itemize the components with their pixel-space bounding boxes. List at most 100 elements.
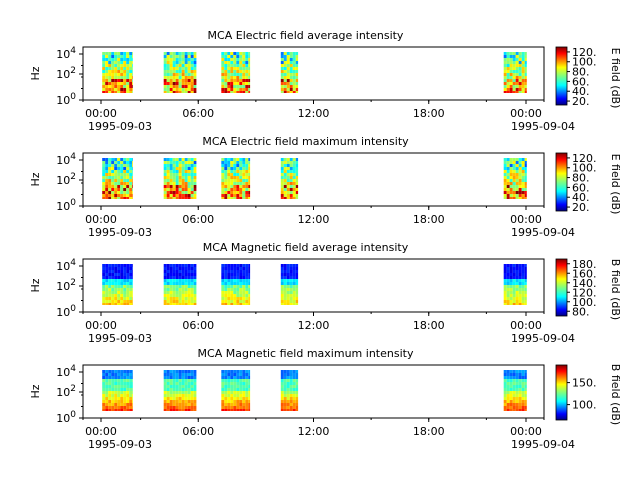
colorbar-label: B field (dB): [609, 364, 622, 425]
panel-2: MCA Electric field maximum intensity 100 1…: [29, 135, 622, 239]
y-tick-label: 104: [56, 364, 76, 379]
data-block: [102, 370, 133, 411]
colorbar-tick-label: 120.: [572, 46, 597, 59]
data-block: [280, 52, 299, 93]
x-tick-label: 00:00: [85, 425, 117, 438]
y-tick-label: 100: [56, 410, 76, 425]
data-block: [163, 264, 197, 305]
plot-frame: [82, 46, 545, 101]
y-tick-label: 100: [56, 304, 76, 319]
data-block: [163, 158, 197, 199]
x-tick-label: 00:00: [510, 425, 542, 438]
data-block: [280, 264, 299, 305]
x-tick-label: 00:00: [510, 213, 542, 226]
plot-frame: [82, 152, 545, 207]
colorbar-tick-label: 100.: [572, 56, 597, 69]
x-tick-label: 06:00: [182, 425, 214, 438]
x-date-label: 1995-09-04: [511, 332, 575, 345]
data-block: [102, 52, 133, 93]
x-date-label: 1995-09-03: [88, 332, 152, 345]
colorbar-tick-label: 20.: [572, 95, 590, 108]
y-tick-label: 104: [56, 258, 76, 273]
spectrogram-data: [102, 158, 527, 199]
data-block: [163, 370, 197, 411]
colorbar-gradient: [555, 258, 568, 317]
x-tick-label: 06:00: [182, 213, 214, 226]
y-tick-label: 102: [56, 172, 76, 187]
x-date-label: 1995-09-04: [511, 438, 575, 451]
colorbar-tick-label: 100.: [572, 399, 597, 412]
panel-title: MCA Electric field average intensity: [208, 29, 404, 42]
colorbar-tick-label: 150.: [572, 377, 597, 390]
data-block: [221, 158, 251, 199]
x-date-label: 1995-09-04: [511, 120, 575, 133]
x-tick-label: 00:00: [85, 213, 117, 226]
colorbar-tick-label: 20.: [572, 201, 590, 214]
panel-title: MCA Magnetic field average intensity: [203, 241, 409, 254]
y-tick-label: 102: [56, 66, 76, 81]
colorbar-tick-label: 100.: [572, 162, 597, 175]
colorbar: 20.40.60.80.100.120. E field (dB): [555, 46, 622, 109]
y-axis-label: Hz: [29, 278, 42, 292]
data-block: [163, 52, 197, 93]
colorbar-tick-label: 160.: [572, 267, 597, 280]
colorbar-tick-label: 60.: [572, 75, 590, 88]
data-block: [221, 52, 251, 93]
data-block: [221, 370, 251, 411]
data-block: [280, 158, 299, 199]
x-tick-label: 18:00: [413, 319, 445, 332]
data-block: [503, 52, 527, 93]
x-date-label: 1995-09-03: [88, 438, 152, 451]
x-date-label: 1995-09-03: [88, 120, 152, 133]
colorbar-tick-label: 120.: [572, 152, 597, 165]
x-tick-label: 12:00: [298, 319, 330, 332]
colorbar-label: E field (dB): [609, 154, 622, 215]
y-tick-label: 104: [56, 46, 76, 61]
spectrogram-data: [102, 52, 527, 93]
panel-4: MCA Magnetic field maximum intensity 100 1…: [29, 347, 622, 451]
x-tick-label: 00:00: [510, 107, 542, 120]
colorbar-tick-label: 180.: [572, 258, 597, 271]
x-tick-label: 00:00: [510, 319, 542, 332]
colorbar-gradient: [555, 152, 568, 212]
x-tick-label: 00:00: [85, 319, 117, 332]
x-tick-label: 06:00: [182, 319, 214, 332]
colorbar-tick-label: 80.: [572, 305, 590, 318]
colorbar-tick-label: 140.: [572, 277, 597, 290]
colorbar-tick-label: 120.: [572, 286, 597, 299]
colorbar: 100. 150. B field (dB): [555, 364, 622, 425]
y-axis-label: Hz: [29, 172, 42, 186]
spectrogram-data: [102, 264, 527, 305]
panel-1: MCA Electric field average intensity 100 1…: [29, 29, 622, 133]
colorbar-tick-label: 80.: [572, 172, 590, 185]
colorbar-label: E field (dB): [609, 48, 622, 109]
colorbar-tick-label: 60.: [572, 181, 590, 194]
y-tick-label: 102: [56, 278, 76, 293]
x-tick-label: 18:00: [413, 425, 445, 438]
y-tick-label: 100: [56, 92, 76, 107]
x-tick-label: 12:00: [298, 107, 330, 120]
y-tick-label: 100: [56, 198, 76, 213]
spectrogram-data: [102, 370, 527, 411]
plot-frame: [82, 258, 545, 313]
panel-title: MCA Electric field maximum intensity: [202, 135, 409, 148]
colorbar: 80.100.120.140.160.180. B field (dB): [555, 258, 622, 320]
plot-frame: [82, 364, 545, 419]
data-block: [503, 264, 527, 305]
colorbar-gradient: [555, 364, 568, 421]
y-axis-label: Hz: [29, 66, 42, 80]
colorbar-tick-label: 100.: [572, 296, 597, 309]
y-axis-label: Hz: [29, 384, 42, 398]
data-block: [280, 370, 299, 411]
colorbar: 20.40.60.80.100.120. E field (dB): [555, 152, 622, 215]
x-tick-label: 18:00: [413, 213, 445, 226]
x-tick-label: 06:00: [182, 107, 214, 120]
data-block: [102, 158, 133, 199]
colorbar-tick-label: 80.: [572, 66, 590, 79]
data-block: [503, 158, 527, 199]
x-tick-label: 00:00: [85, 107, 117, 120]
panel-title: MCA Magnetic field maximum intensity: [198, 347, 414, 360]
colorbar-label: B field (dB): [609, 259, 622, 320]
x-date-label: 1995-09-04: [511, 226, 575, 239]
